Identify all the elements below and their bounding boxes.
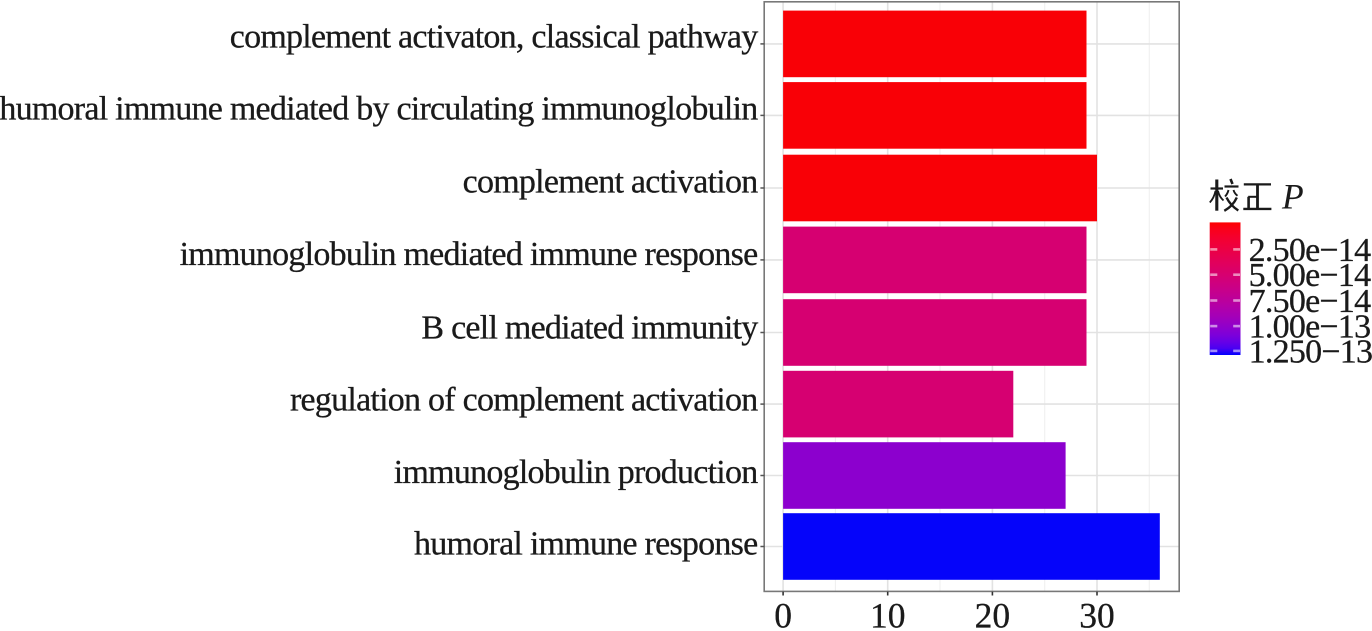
svg-text:immunoglobulin mediated immune: immunoglobulin mediated immune response [180, 236, 758, 273]
svg-text:0: 0 [774, 596, 792, 631]
svg-text:regulation of complement activ: regulation of complement activation [290, 382, 758, 419]
svg-text:complement activaton, classica: complement activaton, classical pathway [230, 18, 759, 55]
svg-text:1.00e−13: 1.00e−13 [1249, 309, 1371, 346]
svg-text:complement activation: complement activation [463, 164, 759, 201]
svg-text:7.50e−14: 7.50e−14 [1249, 283, 1372, 320]
svg-text:B cell mediated immunity: B cell mediated immunity [421, 310, 758, 347]
svg-text:2.50e−14: 2.50e−14 [1249, 232, 1372, 269]
svg-text:humoral immune response: humoral immune response [414, 525, 757, 562]
svg-text:1.250−13: 1.250−13 [1249, 333, 1372, 370]
svg-text:immunoglobulin production: immunoglobulin production [394, 454, 758, 491]
svg-text:5.00e−14: 5.00e−14 [1249, 257, 1372, 294]
svg-text:10: 10 [870, 596, 906, 631]
svg-text:30: 30 [1079, 596, 1115, 631]
svg-text:humoral immune mediated by cir: humoral immune mediated by circulating i… [0, 90, 758, 127]
svg-text:20: 20 [975, 596, 1011, 631]
svg-text:P: P [1281, 177, 1304, 217]
